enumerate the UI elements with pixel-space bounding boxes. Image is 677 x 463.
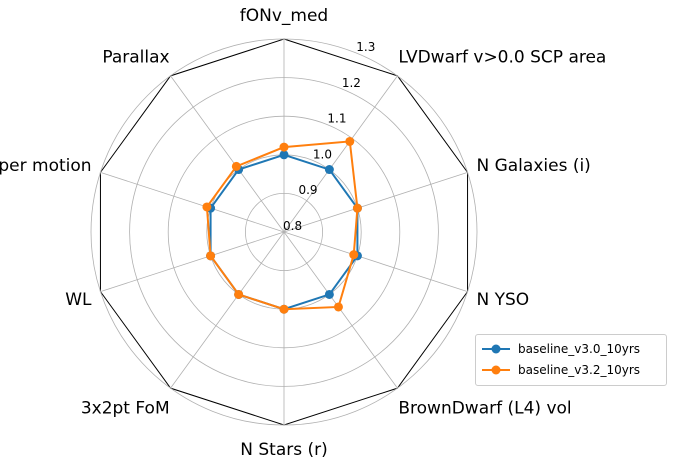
radial-tick-label-0: 0.8 [283,219,302,233]
axis-label-3: N YSO [476,290,529,310]
axis-label-8: Proper motion [0,156,92,176]
spoke-6 [170,231,285,389]
spoke-3 [283,231,468,293]
spoke-2 [283,171,468,233]
legend-marker-1 [482,365,510,375]
axis-label-6: 3x2pt FoM [81,399,170,419]
axis-label-5: N Stars (r) [240,440,328,460]
radial-tick-labels: 0.8 0.9 1.0 1.1 1.2 1.3 [283,40,375,233]
series-1-point-2 [352,203,362,213]
axis-label-2: N Galaxies (i) [476,156,590,176]
axis-label-7: WL [65,290,92,310]
legend-label-1: baseline_v3.2_10yrs [518,363,641,377]
series-1-point-0 [279,142,289,152]
radial-tick-label-3: 1.1 [327,112,346,126]
series-1-point-6 [234,289,244,299]
radial-tick-label-4: 1.2 [342,76,361,90]
series-0-point-0 [279,150,289,160]
series-1-point-1 [345,136,355,146]
legend-entry-1: baseline_v3.2_10yrs [482,363,640,377]
axis-label-1: LVDwarf v>0.0 SCP area [398,47,606,67]
axis-labels: fONv_med LVDwarf v>0.0 SCP area N Galaxies… [0,6,606,460]
radar-spokes [100,39,468,425]
series-1-point-9 [231,161,241,171]
axis-label-0: fONv_med [240,6,328,26]
series-1-point-3 [349,250,359,260]
series-1-point-8 [202,202,212,212]
spoke-9 [170,75,285,233]
legend-entry-0: baseline_v3.0_10yrs [482,342,640,356]
data-series [202,136,362,314]
legend: baseline_v3.0_10yrs baseline_v3.2_10yrs [475,334,667,386]
series-0-point-4 [324,289,334,299]
radial-tick-label-1: 0.9 [298,183,317,197]
axis-label-4: BrownDwarf (L4) vol [398,399,571,419]
radial-tick-label-2: 1.0 [313,147,332,161]
series-1-point-7 [206,251,216,261]
spoke-8 [100,171,285,233]
axis-label-9: Parallax [102,47,169,67]
legend-marker-0 [482,344,510,354]
series-0-point-1 [324,165,334,175]
series-1-point-4 [333,302,343,312]
spoke-7 [100,231,285,293]
series-1-point-5 [279,304,289,314]
legend-label-0: baseline_v3.0_10yrs [518,342,641,356]
spoke-1 [283,75,398,233]
radial-tick-label-5: 1.3 [356,40,375,54]
